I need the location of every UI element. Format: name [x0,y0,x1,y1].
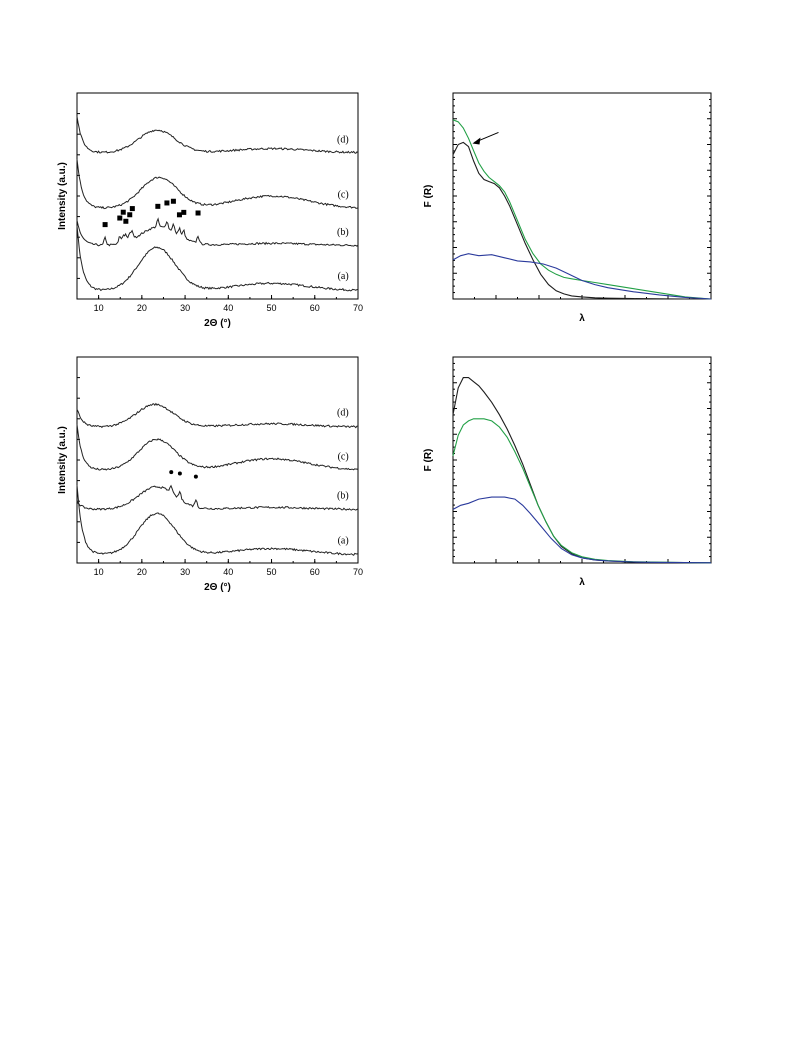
trace-d [76,402,359,429]
peak-marker [169,470,174,475]
trace-label-c: (c) [338,189,349,200]
peak-marker [129,206,135,212]
plot-frame [76,92,359,300]
x-tick-label: 40 [223,567,233,577]
x-tick-label: 60 [310,567,320,577]
peak-marker [195,210,201,216]
x-tick-label: 30 [180,567,190,577]
x-axis-label: 2Θ (°) [204,582,231,593]
x-tick-label: 30 [180,303,190,313]
plot-frame [452,92,712,300]
trace-a [76,484,359,556]
chart-xrd-top: 10 20 30 40 50 60 70 2Θ (°) Intensity (a.u.) (a) (… [57,92,363,329]
x-tick-label: 50 [267,303,277,313]
trace-label-b: (b) [337,227,349,238]
y-axis-label: Intensity (a.u.) [57,426,68,494]
x-tick-label: 20 [137,567,147,577]
peak-marker [181,209,187,215]
spectrum-line-1 [452,377,712,564]
plot-frame [76,356,359,564]
chart-drs-bottom: λ F (R) [423,356,712,588]
y-axis-label: F (R) [423,185,434,208]
trace-a [76,225,359,292]
trace-label-b: (b) [337,490,349,501]
peak-marker [176,212,182,218]
peak-marker [193,474,198,479]
x-tick-label: 20 [137,303,147,313]
x-tick-label: 50 [267,567,277,577]
trace-label-c: (c) [338,451,349,462]
peak-marker [127,212,133,218]
x-axis-label: λ [579,577,585,588]
trace-b [76,217,359,247]
peak-marker [155,203,161,209]
x-tick-label: 40 [223,303,233,313]
peak-marker [117,215,123,221]
peak-marker [164,200,170,206]
x-axis-label: λ [579,313,585,324]
trace-d [76,116,359,154]
trace-c [76,159,359,210]
trace-label-d: (d) [337,408,349,419]
spectrum-line-3 [452,496,712,564]
peak-marker [123,218,129,224]
peak-marker [170,198,176,204]
x-axis-label: 2Θ (°) [204,318,231,329]
x-tick-label: 70 [353,567,363,577]
trace-label-d: (d) [337,134,349,145]
peak-marker [120,209,126,215]
y-axis-label: Intensity (a.u.) [57,162,68,230]
x-tick-label: 10 [94,303,104,313]
trace-b [76,484,359,511]
arrow-head [472,137,481,145]
trace-c [76,424,359,471]
x-tick-label: 60 [310,303,320,313]
spectrum-line-2 [452,418,712,564]
spectrum-line-3 [452,253,712,300]
peak-marker [102,222,108,228]
x-tick-label: 70 [353,303,363,313]
plot-frame [452,356,712,564]
y-axis-label: F (R) [423,449,434,472]
chart-drs-top: λ F (R) [423,92,712,324]
peak-marker [177,471,182,476]
spectrum-line-1 [452,141,711,300]
spectrum-line-2 [452,119,712,300]
trace-label-a: (a) [338,535,349,546]
x-tick-label: 10 [94,567,104,577]
trace-label-a: (a) [338,271,349,282]
chart-xrd-bottom: 10 20 30 40 50 60 70 2Θ (°) Intensity (a.u.) (a) (… [57,356,363,593]
